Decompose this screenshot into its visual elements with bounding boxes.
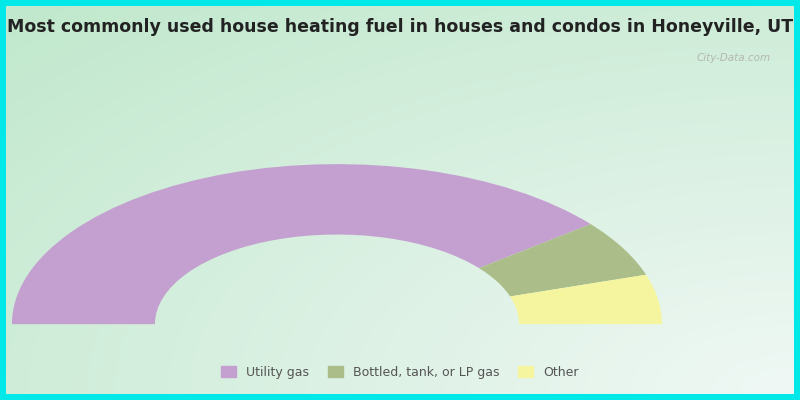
Text: City-Data.com: City-Data.com (696, 52, 770, 62)
Wedge shape (510, 275, 662, 324)
Wedge shape (12, 164, 590, 324)
Legend: Utility gas, Bottled, tank, or LP gas, Other: Utility gas, Bottled, tank, or LP gas, O… (216, 361, 584, 384)
Wedge shape (479, 224, 646, 296)
Text: Most commonly used house heating fuel in houses and condos in Honeyville, UT: Most commonly used house heating fuel in… (7, 18, 793, 36)
